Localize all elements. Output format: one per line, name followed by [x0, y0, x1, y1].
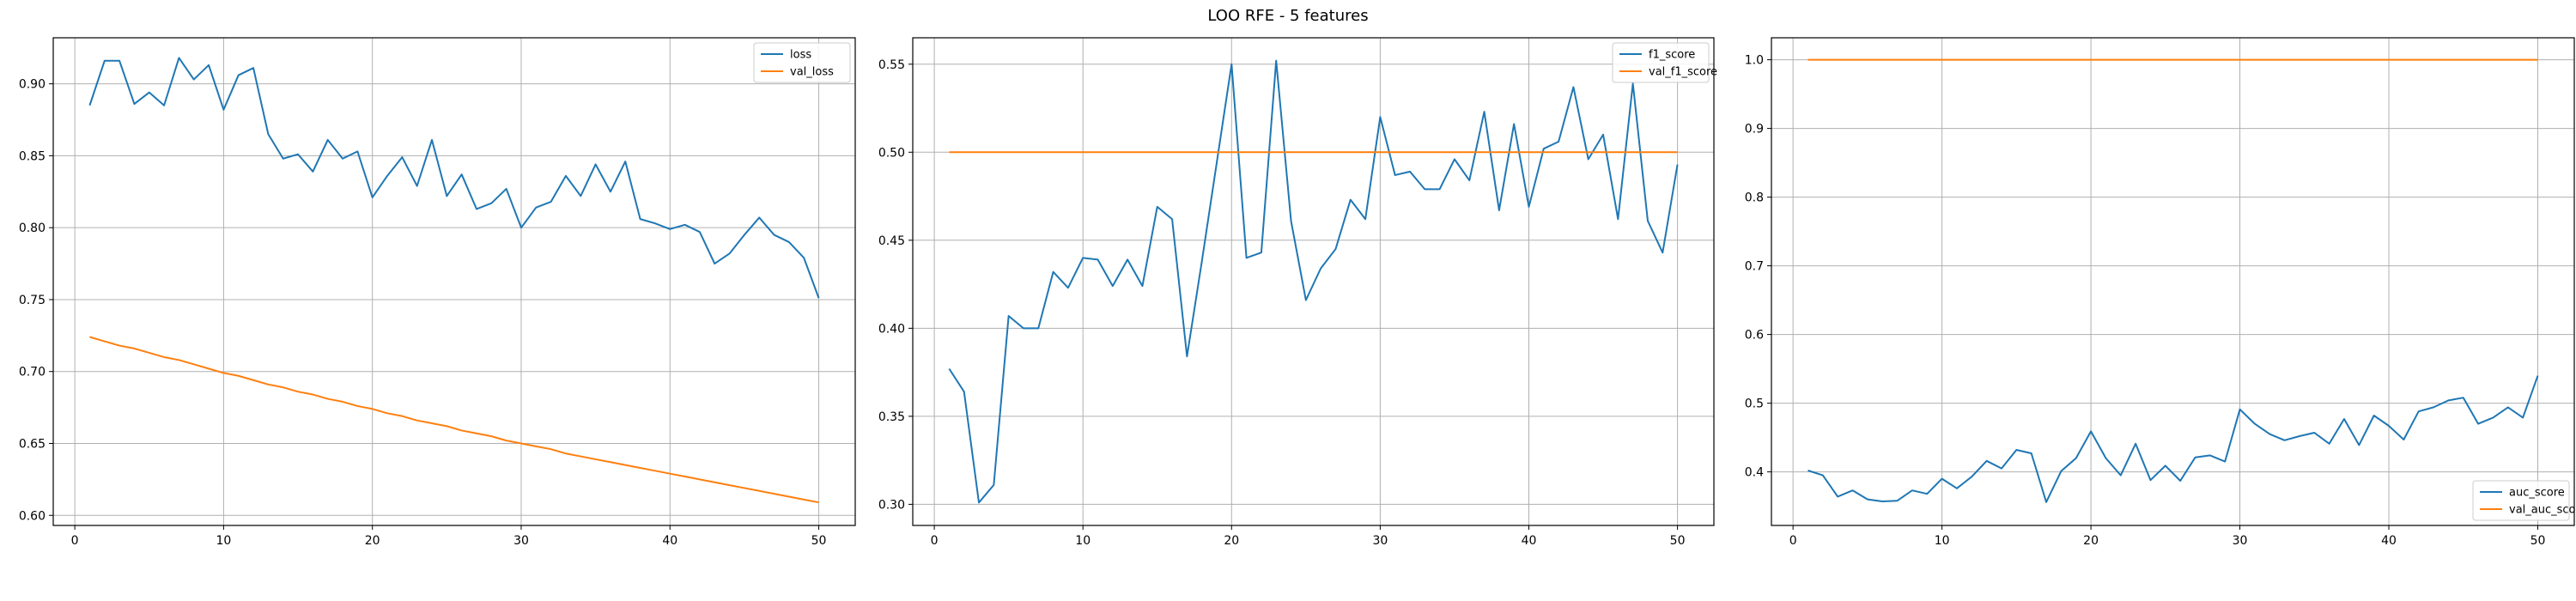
y-tick-label: 0.45	[878, 234, 905, 248]
legend-box	[2472, 480, 2570, 521]
legend: loss val_loss	[753, 42, 851, 83]
x-tick-label: 0	[931, 534, 939, 548]
x-tick-label: 10	[1075, 534, 1091, 548]
x-tick-label: 20	[365, 534, 380, 548]
plot-area: 0 10 20 30 40 50 0.30 0.35 0.40 0.45 0.50 0.55 f1_sc…	[878, 37, 1717, 548]
y-tick-label: 0.50	[878, 146, 905, 160]
y-tick-label: 0.90	[19, 78, 46, 92]
x-tick-label: 50	[811, 534, 827, 548]
x-tick-label: 0	[1789, 534, 1797, 548]
legend-label: val_f1_score	[1649, 66, 1717, 79]
plot-area: 0 10 20 30 40 50 0.4 0.5 0.6 0.7 0.8 0.9 1.0 auc_scor…	[1745, 37, 2576, 548]
y-tick-label: 0.5	[1745, 398, 1764, 411]
y-tick-label: 0.85	[19, 149, 46, 163]
y-tick-label: 0.35	[878, 410, 905, 424]
y-tick-label: 0.9	[1745, 123, 1764, 137]
series-line-auc-score	[1807, 375, 2539, 503]
y-tick-label: 0.55	[878, 58, 905, 72]
y-tick-label: 0.6	[1745, 329, 1764, 343]
x-tick-label: 50	[1670, 534, 1686, 548]
x-tick-label: 40	[2381, 534, 2397, 548]
y-tick-label: 0.75	[19, 294, 46, 307]
x-tick-label: 40	[1522, 534, 1537, 548]
y-tick-label: 0.65	[19, 437, 46, 451]
x-tick-label: 0	[71, 534, 79, 548]
figure-title: LOO RFE - 5 features	[1207, 7, 1369, 25]
axes-frame	[912, 37, 1715, 526]
legend-label: auc_score	[2509, 487, 2565, 500]
x-tick-label: 20	[2083, 534, 2099, 548]
legend-label: loss	[790, 49, 811, 62]
y-tick-label: 0.4	[1745, 466, 1764, 480]
x-tick-label: 40	[662, 534, 677, 548]
y-tick-label: 0.30	[878, 498, 905, 512]
axes-frame	[52, 37, 856, 526]
plot-area: 0 10 20 30 40 50 0.60 0.65 0.70 0.75 0.80 0.85 0.90 l…	[19, 37, 856, 548]
legend: auc_score val_auc_score	[2472, 480, 2576, 521]
legend-box	[1612, 42, 1710, 83]
y-tick-label: 0.40	[878, 322, 905, 336]
x-tick-label: 10	[1935, 534, 1950, 548]
series-line-loss	[88, 57, 820, 299]
legend-label: f1_score	[1649, 49, 1695, 62]
x-tick-label: 30	[513, 534, 529, 548]
y-tick-label: 1.0	[1745, 54, 1764, 68]
x-tick-label: 50	[2530, 534, 2546, 548]
series-line-val-loss	[89, 336, 819, 504]
x-tick-label: 20	[1224, 534, 1239, 548]
y-tick-label: 0.8	[1745, 191, 1764, 205]
legend-box	[753, 42, 851, 83]
series-line-f1-score	[948, 59, 1679, 504]
axes-frame	[1771, 37, 2575, 526]
x-tick-label: 10	[216, 534, 231, 548]
x-tick-label: 30	[2233, 534, 2248, 548]
legend-label: val_auc_score	[2509, 504, 2576, 517]
loss-subplot: 0 10 20 30 40 50 0.60 0.65 0.70 0.75 0.80 0.85 0.90 l…	[19, 37, 856, 548]
auc-score-subplot: 0 10 20 30 40 50 0.4 0.5 0.6 0.7 0.8 0.9 1.0 auc_scor…	[1745, 37, 2576, 548]
y-tick-label: 0.7	[1745, 260, 1764, 274]
x-tick-label: 30	[1372, 534, 1388, 548]
y-tick-label: 0.80	[19, 222, 46, 235]
legend: f1_score val_f1_score	[1612, 42, 1717, 83]
y-tick-label: 0.70	[19, 366, 46, 379]
y-tick-label: 0.60	[19, 509, 46, 523]
f1-score-subplot: 0 10 20 30 40 50 0.30 0.35 0.40 0.45 0.50 0.55 f1_sc…	[878, 37, 1717, 548]
legend-label: val_loss	[790, 66, 834, 79]
